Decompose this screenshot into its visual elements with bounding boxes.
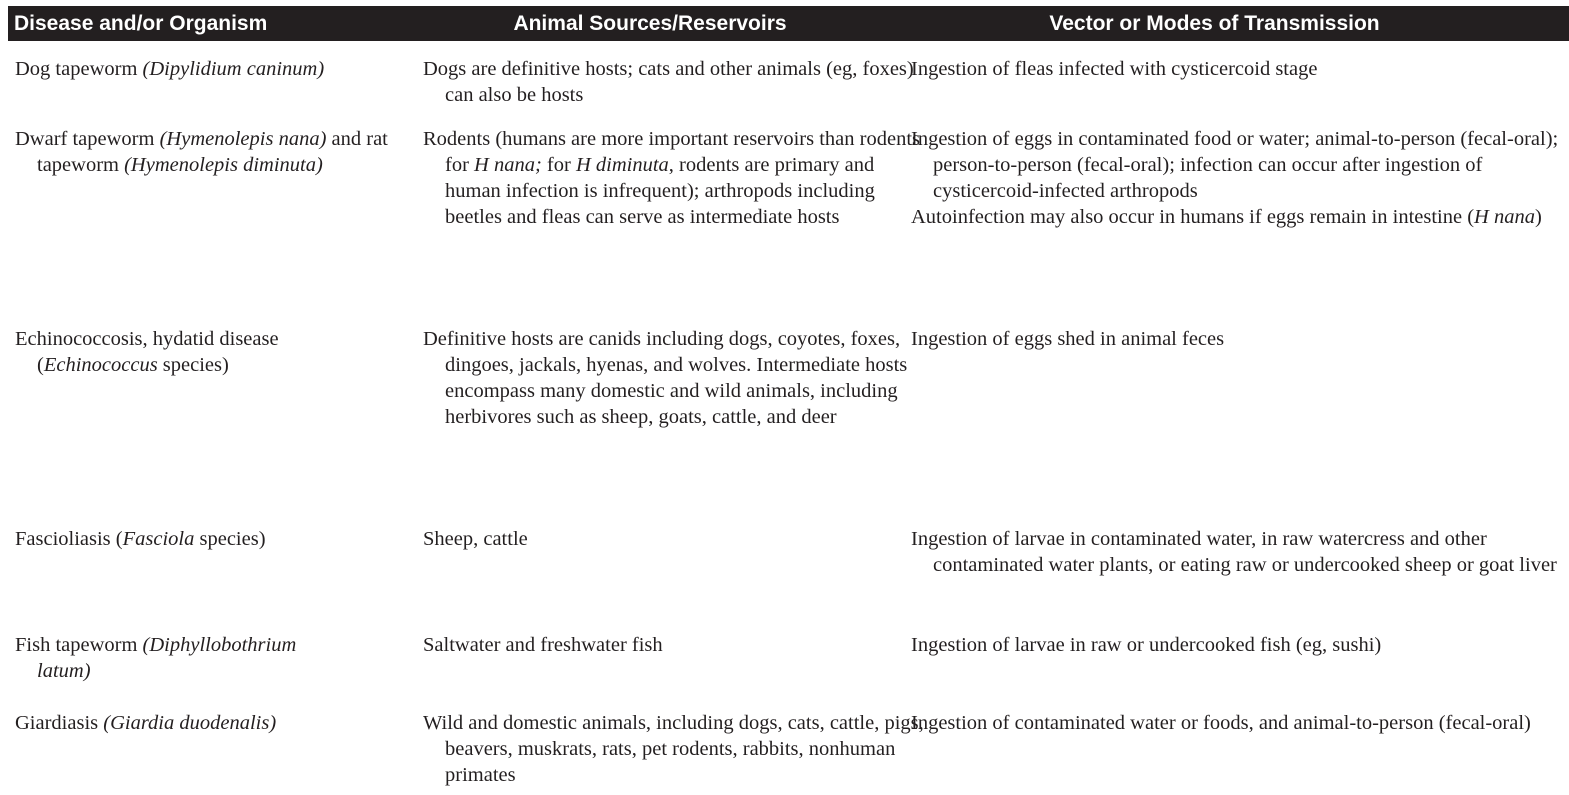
organism-name: (Giardia duodenalis) (103, 712, 277, 734)
disease-cell: Fascioliasis (Fasciola species) (15, 526, 432, 552)
transmission-cell: Ingestion of eggs in contaminated food o… (911, 126, 1561, 230)
table-header: Disease and/or Organism Animal Sources/R… (8, 6, 1569, 41)
disease-name: Echinococcosis, hydatid disease ( (15, 328, 279, 376)
sources-text: , rodents are primary and human infectio… (445, 154, 875, 228)
disease-cell: Giardiasis (Giardia duodenalis) (15, 710, 432, 736)
disease-name-2: and rat tapeworm (37, 128, 388, 176)
organism-name: Fasciola (122, 528, 195, 550)
sources-cell: Sheep, cattle (423, 528, 528, 550)
organism-abbrev: H nana; (474, 154, 542, 176)
transmission-cell: Ingestion of fleas infected with cystice… (911, 58, 1318, 80)
disease-cell: Dog tapeworm (Dipylidium caninum) (15, 56, 432, 82)
disease-name-2: species) (194, 528, 266, 550)
header-transmission: Vector or Modes of Transmission (1049, 11, 1380, 35)
organism-name: (Diphyllobothrium latum) (37, 634, 297, 682)
disease-cell: Dwarf tapeworm (Hymenolepis nana) and ra… (15, 126, 407, 178)
sources-cell: Wild and domestic animals, including dog… (423, 712, 924, 786)
organism-abbrev: H diminuta (575, 154, 669, 176)
transmission-text: ) (1534, 206, 1542, 228)
sources-cell: Saltwater and freshwater fish (423, 634, 663, 656)
organism-name: (Hymenolepis nana) (159, 128, 327, 150)
transmission-text: Autoinfection may also occur in humans i… (911, 206, 1475, 228)
disease-name: Fish tapeworm (15, 634, 143, 656)
disease-name: Fascioliasis ( (15, 528, 123, 550)
zoonoses-table: Disease and/or Organism Animal Sources/R… (8, 6, 1569, 786)
transmission-cell: Ingestion of larvae in contaminated wate… (911, 528, 1557, 576)
organism-name: (Dipylidium caninum) (142, 58, 325, 80)
sources-cell: Definitive hosts are canids including do… (423, 328, 908, 428)
disease-name: Giardiasis (15, 712, 104, 734)
sources-cell: Rodents (humans are more important reser… (423, 126, 925, 230)
transmission-cell: Ingestion of eggs shed in animal feces (911, 328, 1225, 350)
transmission-cell: Ingestion of larvae in raw or undercooke… (911, 634, 1382, 656)
organism-name: Echinococcus (43, 354, 158, 376)
transmission-paragraph: Ingestion of eggs in contaminated food o… (911, 128, 1559, 202)
disease-cell: Fish tapeworm (Diphyllobothrium latum) (15, 632, 337, 684)
transmission-paragraph: Autoinfection may also occur in humans i… (911, 204, 1561, 230)
disease-name-2: species) (157, 354, 229, 376)
sources-text: for (541, 154, 576, 176)
sources-cell: Dogs are definitive hosts; cats and othe… (423, 58, 914, 106)
organism-name-2: (Hymenolepis diminuta) (124, 154, 323, 176)
sources-text: Rodents (humans are more important reser… (423, 128, 920, 176)
disease-name: Dog tapeworm (15, 58, 143, 80)
transmission-cell: Ingestion of contaminated water or foods… (911, 712, 1531, 734)
organism-abbrev: H nana (1474, 206, 1535, 228)
disease-cell: Echinococcosis, hydatid disease (Echinoc… (15, 326, 382, 378)
header-sources: Animal Sources/Reservoirs (513, 11, 787, 35)
disease-name: Dwarf tapeworm (15, 128, 160, 150)
header-disease: Disease and/or Organism (14, 11, 268, 35)
